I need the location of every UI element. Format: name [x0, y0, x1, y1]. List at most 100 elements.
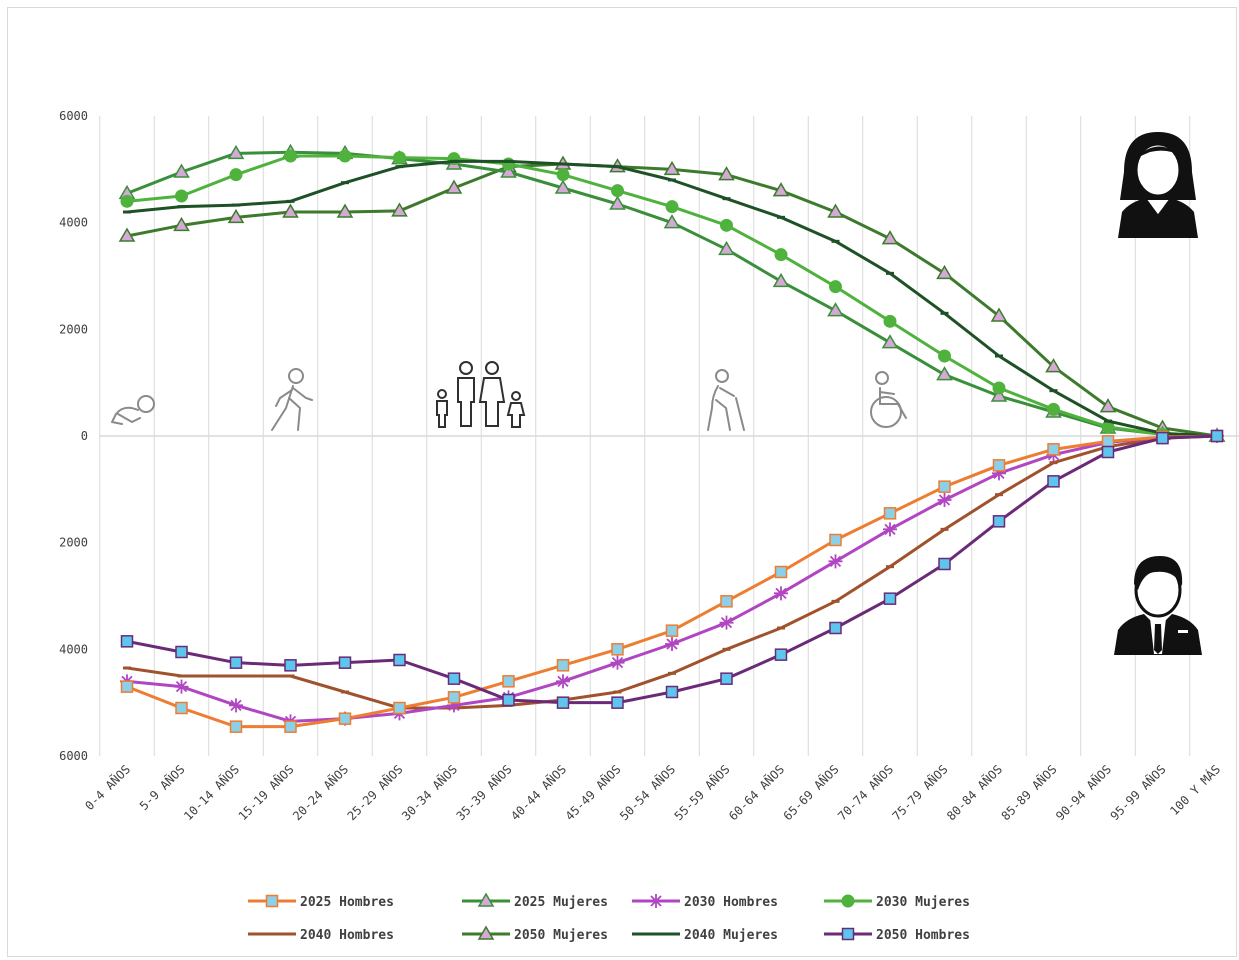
data-point [883, 592, 897, 605]
series-2025-hombres [120, 429, 1224, 733]
x-tick-label: 85-89 AÑOS [998, 762, 1060, 824]
data-point [774, 565, 788, 579]
data-point [831, 599, 840, 603]
x-tick-label: 70-74 AÑOS [834, 762, 896, 824]
data-point [120, 680, 134, 693]
x-tick-label: 25-29 AÑOS [344, 762, 406, 824]
series-2030-mujeres [120, 149, 1224, 443]
x-tick-label: 30-34 AÑOS [398, 762, 460, 824]
x-tick-label: 45-49 AÑOS [562, 762, 624, 824]
data-point [123, 210, 131, 214]
legend-label: 2050 Hombres [876, 928, 970, 943]
legend-item: 2025 Mujeres [462, 892, 608, 910]
data-point [990, 387, 1008, 402]
data-point [992, 381, 1006, 395]
legend-swatch-marker [268, 932, 276, 936]
x-tick-label: 65-69 AÑOS [780, 762, 842, 824]
data-point [174, 679, 189, 694]
data-point [613, 690, 622, 694]
legend-item: 2040 Mujeres [632, 928, 778, 943]
data-point [610, 655, 625, 670]
legend-label: 2050 Mujeres [514, 928, 608, 943]
data-point [718, 166, 735, 181]
data-point [992, 466, 1006, 481]
data-point [338, 149, 352, 163]
data-point [175, 701, 188, 715]
data-point [502, 675, 515, 688]
y-tick-label: 2000 [59, 322, 88, 336]
data-point [718, 240, 735, 256]
data-point [774, 648, 788, 661]
data-point [284, 659, 297, 672]
data-point [722, 647, 731, 651]
y-tick-label: 4000 [59, 216, 88, 230]
x-tick-label: 95-99 AÑOS [1107, 762, 1169, 824]
data-point [554, 179, 572, 194]
wheelchair-icon [870, 371, 907, 428]
chart-frame [7, 7, 1237, 957]
data-point [881, 230, 899, 245]
data-point [936, 366, 953, 381]
data-point [668, 178, 676, 182]
data-point [940, 527, 949, 531]
data-point [229, 698, 243, 713]
data-point [827, 302, 844, 317]
data-point [338, 656, 352, 669]
series-2025-mujeres [118, 143, 1226, 442]
data-point [1047, 402, 1060, 416]
elderly-cane-icon [707, 369, 745, 431]
data-point [772, 272, 790, 288]
data-point [232, 674, 240, 678]
data-point [938, 349, 951, 363]
data-point [232, 203, 240, 207]
woman-avatar-icon [1118, 132, 1198, 238]
data-point [774, 586, 788, 601]
data-point [665, 637, 679, 651]
family-icon [436, 361, 526, 428]
data-point [175, 645, 188, 659]
data-point [829, 280, 842, 294]
data-point [1047, 443, 1060, 456]
legend-label: 2030 Hombres [684, 895, 778, 910]
data-point [177, 674, 186, 678]
series-group [118, 143, 1226, 733]
data-point [936, 264, 953, 280]
x-tick-label: 75-79 AÑOS [889, 762, 951, 824]
data-point [229, 168, 243, 182]
legend-item: 2050 Mujeres [462, 925, 608, 943]
x-tick-label: 15-19 AÑOS [235, 762, 297, 824]
data-point [177, 205, 186, 209]
data-point [777, 215, 785, 219]
data-point [777, 626, 785, 630]
x-tick-label: 100 Y MÁS [1167, 762, 1224, 819]
legend-swatch-marker [649, 894, 663, 908]
x-tick-label: 40-44 AÑOS [507, 762, 569, 824]
data-point [772, 182, 790, 197]
data-point [829, 533, 842, 547]
y-tick-label: 6000 [59, 109, 88, 123]
y-tick-label: 4000 [59, 642, 88, 656]
data-point [504, 159, 513, 163]
data-point [447, 672, 461, 685]
data-point [720, 218, 733, 232]
data-point [995, 354, 1003, 358]
data-point [719, 615, 734, 630]
data-point [668, 671, 676, 675]
data-point [336, 203, 354, 218]
series-2040-mujeres [123, 159, 1221, 438]
data-point [500, 163, 517, 178]
x-tick-label: 5-9 AÑOS [136, 762, 187, 813]
data-point [1101, 445, 1115, 459]
legend-label: 2030 Mujeres [876, 895, 970, 910]
data-point [341, 690, 349, 694]
data-point [395, 165, 404, 169]
data-point [990, 307, 1008, 322]
x-tick-label: 50-54 AÑOS [616, 762, 678, 824]
data-point [447, 698, 461, 713]
data-point [886, 271, 894, 275]
legend-item: 2040 Hombres [248, 928, 394, 943]
x-tick-label: 90-94 AÑOS [1052, 762, 1114, 824]
man-avatar-icon [1114, 556, 1202, 655]
data-point [1210, 429, 1224, 443]
data-point [447, 691, 461, 704]
